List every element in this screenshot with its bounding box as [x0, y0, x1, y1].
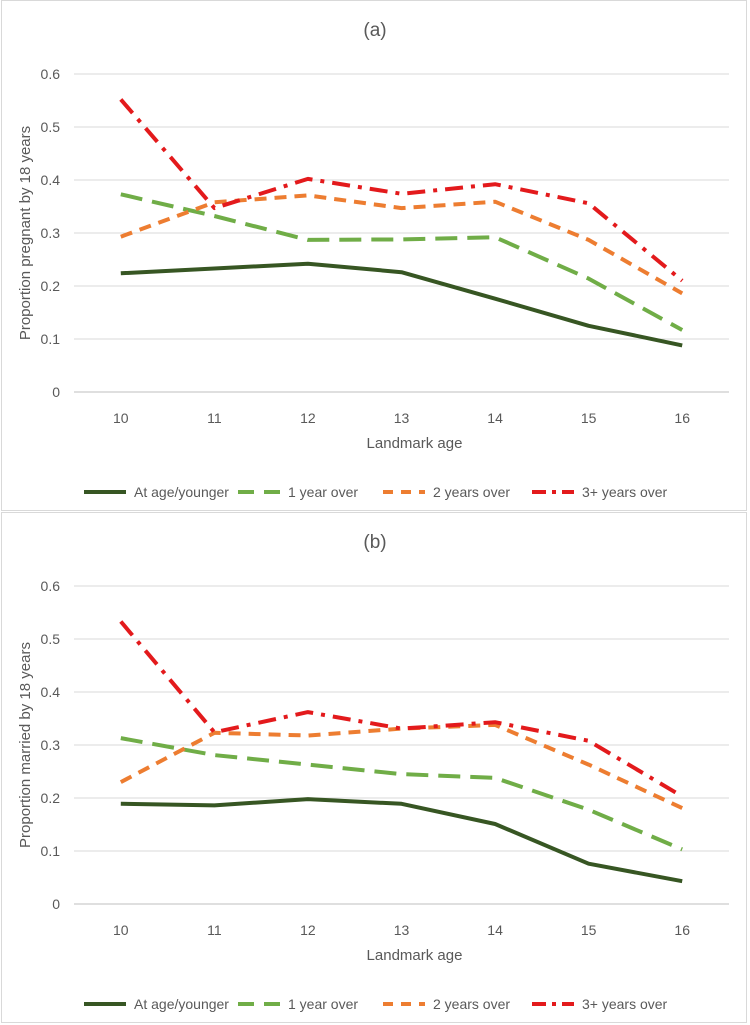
chart-b-legend-item-1-year-over: 1 year over [238, 996, 358, 1012]
chart-b-y-tick-label: 0.6 [41, 578, 61, 594]
chart-b-legend-label: 2 years over [433, 996, 510, 1012]
chart-a-y-tick-label: 0.3 [41, 225, 61, 241]
chart-a-legend-item-2-years-over: 2 years over [383, 484, 510, 500]
chart-panel-b: (b) 0 0.1 0.2 0.3 0.4 0.5 0.6 10 11 12 13 14 15 16 Land… [1, 512, 747, 1023]
chart-b-legend-item-at-age-younger: At age/younger [84, 996, 229, 1012]
chart-b-y-tick-label: 0.5 [41, 631, 61, 647]
chart-b-legend-label: 3+ years over [582, 996, 668, 1012]
chart-a-y-tick-label: 0 [52, 384, 60, 400]
chart-b-svg: (b) 0 0.1 0.2 0.3 0.4 0.5 0.6 10 11 12 13 14 15 16 Land… [17, 532, 729, 1012]
chart-b-x-tick-label: 12 [300, 922, 316, 938]
chart-a-svg: (a) 0 0.1 0.2 0.3 0.4 0.5 0.6 10 11 12 13 14 15 16 Land… [17, 20, 729, 500]
chart-a-y-tick-label: 0.1 [41, 331, 61, 347]
chart-a-x-tick-label: 13 [394, 410, 410, 426]
chart-b-x-tick-label: 11 [207, 922, 222, 938]
chart-a-x-tick-label: 11 [207, 410, 222, 426]
chart-b-y-tick-label: 0 [52, 896, 60, 912]
chart-b-x-axis-label: Landmark age [367, 947, 463, 964]
chart-a-x-axis-label: Landmark age [367, 435, 463, 452]
chart-b-legend-item-3-years-over: 3+ years over [532, 996, 668, 1012]
chart-a-legend-label: 1 year over [288, 484, 358, 500]
chart-a-legend-label: At age/younger [134, 484, 229, 500]
chart-a-legend-item-3-years-over: 3+ years over [532, 484, 668, 500]
chart-a-chart-title: (a) [363, 20, 386, 41]
chart-b-y-tick-label: 0.1 [41, 843, 61, 859]
chart-b-y-tick-label: 0.3 [41, 737, 61, 753]
chart-b-series-line-2-years-over [119, 722, 684, 810]
chart-b-legend-label: 1 year over [288, 996, 358, 1012]
chart-b-y-axis-label: Proportion married by 18 years [17, 642, 34, 848]
chart-a-y-tick-label: 0.4 [41, 172, 61, 188]
chart-a-legend-item-1-year-over: 1 year over [238, 484, 358, 500]
chart-a-x-tick-label: 15 [581, 410, 597, 426]
chart-b-chart-title: (b) [363, 532, 386, 553]
chart-b-x-tick-label: 16 [674, 922, 690, 938]
chart-a-legend-item-at-age-younger: At age/younger [84, 484, 229, 500]
chart-b-x-tick-label: 10 [113, 922, 129, 938]
chart-a-series-line-3-years-over [119, 98, 684, 283]
chart-b-x-tick-label: 14 [487, 922, 503, 938]
chart-a-series-line-at-age-younger [120, 261, 683, 348]
chart-a-x-tick-label: 10 [113, 410, 129, 426]
chart-b-legend-item-2-years-over: 2 years over [383, 996, 510, 1012]
chart-b-y-tick-label: 0.2 [41, 790, 61, 806]
chart-a-y-axis-label: Proportion pregnant by 18 years [17, 126, 34, 340]
chart-a-x-tick-label: 16 [674, 410, 690, 426]
chart-panel-a: (a) 0 0.1 0.2 0.3 0.4 0.5 0.6 10 11 12 13 14 15 16 Land… [1, 0, 747, 511]
chart-a-y-tick-label: 0.2 [41, 278, 61, 294]
chart-b-legend-label: At age/younger [134, 996, 229, 1012]
chart-b-x-tick-label: 15 [581, 922, 597, 938]
chart-a-y-tick-label: 0.5 [41, 119, 61, 135]
chart-a-y-tick-label: 0.6 [41, 66, 61, 82]
chart-a-legend-label: 2 years over [433, 484, 510, 500]
chart-b-x-tick-label: 13 [394, 922, 410, 938]
chart-a-x-tick-label: 14 [487, 410, 503, 426]
chart-b-series-line-at-age-younger [120, 797, 683, 884]
chart-a-series-line-1-year-over [120, 192, 684, 332]
chart-b-series-line-1-year-over [120, 736, 683, 852]
chart-a-x-tick-label: 12 [300, 410, 316, 426]
chart-a-legend-label: 3+ years over [582, 484, 668, 500]
chart-a-series-line-2-years-over [120, 193, 684, 296]
chart-b-y-tick-label: 0.4 [41, 684, 61, 700]
chart-b-series-line-3-years-over [119, 620, 684, 799]
